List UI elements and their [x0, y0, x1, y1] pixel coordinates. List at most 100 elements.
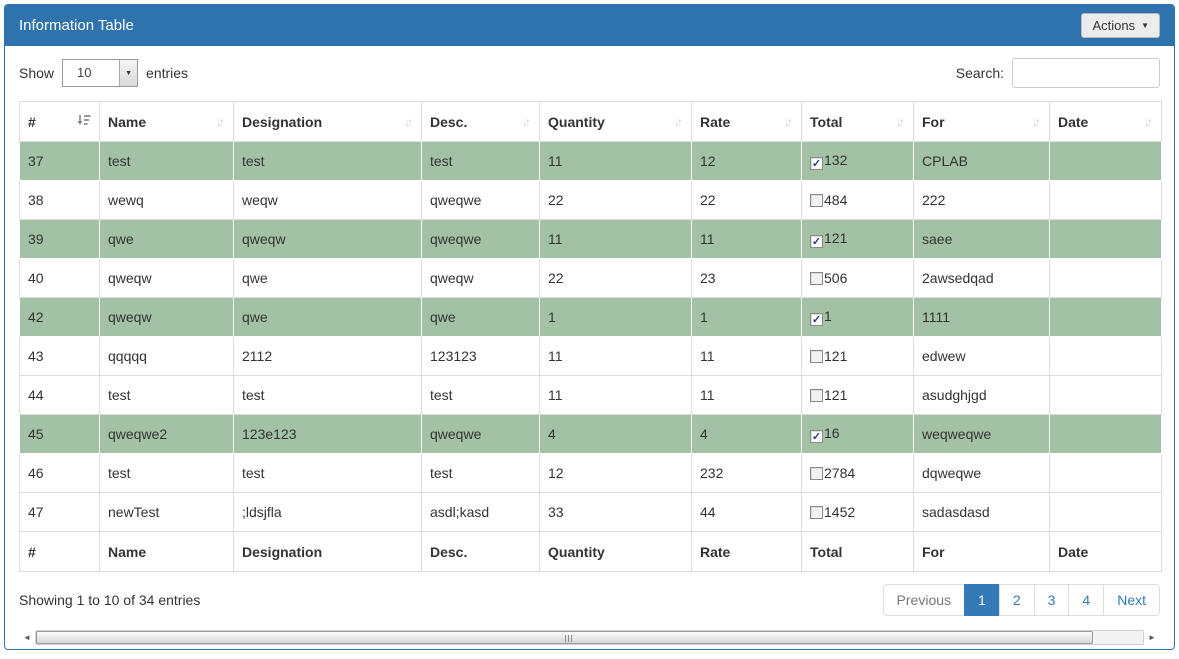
pagination-next[interactable]: Next [1103, 584, 1160, 616]
table-row[interactable]: 40 qweqw qwe qweqw 22 23 506 2awsedqad [19, 258, 1162, 298]
total-checkbox[interactable] [810, 467, 823, 480]
total-checkbox[interactable]: ✓ [810, 235, 823, 248]
table-row[interactable]: 39 qwe qweqw qweqwe 11 11 ✓ 121 saee [19, 219, 1162, 259]
total-checkbox[interactable]: ✓ [810, 157, 823, 170]
pagination-previous[interactable]: Previous [882, 584, 966, 616]
cell-for: 2awsedqad [913, 258, 1050, 298]
panel-body: Show 10 ▼ entries Search: # Name ↓↑ Designa… [5, 46, 1174, 649]
panel-heading: Information Table Actions ▼ [5, 5, 1174, 46]
cell-name: qqqqq [99, 336, 234, 376]
cell-rate: 232 [691, 453, 802, 493]
actions-button[interactable]: Actions ▼ [1081, 13, 1160, 38]
cell-name: test [99, 453, 234, 493]
cell-desc: test [421, 453, 540, 493]
footer-column-rate: Rate [691, 531, 802, 572]
total-value: 121 [824, 230, 848, 246]
column-header-date[interactable]: Date ↓↑ [1049, 101, 1162, 142]
sort-both-icon: ↓↑ [674, 114, 683, 129]
total-checkbox[interactable] [810, 350, 823, 363]
cell-designation: qwe [233, 297, 422, 337]
table-row[interactable]: 47 newTest ;ldsjfla asdl;kasd 33 44 1452… [19, 492, 1162, 532]
entries-label: entries [146, 65, 189, 81]
cell-desc: qweqwe [421, 180, 540, 220]
footer-column-name: Name [99, 531, 234, 572]
table-row[interactable]: 43 qqqqq 2112 123123 11 11 121 edwew [19, 336, 1162, 376]
cell-total: 2784 [801, 453, 914, 493]
column-header-total[interactable]: Total ↓↑ [801, 101, 914, 142]
column-label: Desc. [430, 113, 468, 130]
cell-for: sadasdasd [913, 492, 1050, 532]
cell-desc: 123123 [421, 336, 540, 376]
cell-for: weqweqwe [913, 414, 1050, 454]
search-input[interactable] [1012, 58, 1160, 88]
column-label: # [28, 113, 36, 130]
column-header-num[interactable]: # [19, 101, 100, 142]
column-label: Date [1058, 113, 1089, 130]
cell-rate: 12 [691, 141, 802, 181]
cell-designation: weqw [233, 180, 422, 220]
pagination-page-4[interactable]: 4 [1068, 584, 1105, 616]
footer-column-date: Date [1049, 531, 1162, 572]
total-checkbox[interactable] [810, 389, 823, 402]
column-label: Quantity [548, 113, 605, 130]
total-checkbox[interactable] [810, 194, 823, 207]
footer-row: # Name Designation Desc. Quantity Rate Total Fo… [19, 531, 1162, 572]
table-row[interactable]: 37 test test test 11 12 ✓ 132 CPLAB [19, 141, 1162, 181]
total-checkbox[interactable]: ✓ [810, 313, 823, 326]
pagination-page-1[interactable]: 1 [964, 584, 1000, 616]
cell-desc: test [421, 375, 540, 415]
cell-date [1049, 453, 1162, 493]
entries-select-value: 10 [77, 65, 92, 80]
scrollbar-thumb[interactable] [36, 631, 1094, 644]
scroll-left-arrow-icon[interactable]: ◄ [23, 633, 31, 642]
cell-desc: test [421, 141, 540, 181]
table-row[interactable]: 46 test test test 12 232 2784 dqweqwe [19, 453, 1162, 493]
cell-total: 1452 [801, 492, 914, 532]
column-header-quantity[interactable]: Quantity ↓↑ [539, 101, 692, 142]
horizontal-scrollbar[interactable]: ◄ ► [19, 630, 1160, 645]
search-control: Search: [956, 58, 1160, 88]
footer-column-quantity: Quantity [539, 531, 692, 572]
total-value: 16 [824, 425, 840, 441]
table-row[interactable]: 38 wewq weqw qweqwe 22 22 484 222 [19, 180, 1162, 220]
cell-total: 121 [801, 336, 914, 376]
scroll-right-arrow-icon[interactable]: ► [1148, 633, 1156, 642]
cell-date [1049, 336, 1162, 376]
column-header-desc[interactable]: Desc. ↓↑ [421, 101, 540, 142]
total-checkbox[interactable] [810, 506, 823, 519]
entries-select[interactable]: 10 ▼ [62, 59, 139, 87]
total-checkbox[interactable] [810, 272, 823, 285]
cell-desc: qweqwe [421, 219, 540, 259]
total-value: 132 [824, 152, 848, 168]
sort-both-icon: ↓↑ [896, 114, 905, 129]
cell-desc: asdl;kasd [421, 492, 540, 532]
table-row[interactable]: 45 qweqwe2 123e123 qweqwe 4 4 ✓ 16 weqweq… [19, 414, 1162, 454]
cell-desc: qwe [421, 297, 540, 337]
total-checkbox[interactable]: ✓ [810, 430, 823, 443]
pagination-page-3[interactable]: 3 [1033, 584, 1070, 616]
cell-rate: 22 [691, 180, 802, 220]
sort-both-icon: ↓↑ [784, 114, 793, 129]
table-row[interactable]: 44 test test test 11 11 121 asudghjgd [19, 375, 1162, 415]
cell-rate: 11 [691, 336, 802, 376]
table-footer: # Name Designation Desc. Quantity Rate Total Fo… [19, 531, 1162, 572]
cell-quantity: 11 [539, 375, 692, 415]
entries-info: Showing 1 to 10 of 34 entries [19, 592, 201, 608]
caret-down-icon: ▼ [1141, 21, 1149, 30]
table-controls: Show 10 ▼ entries Search: [19, 58, 1160, 88]
scrollbar-track[interactable] [35, 630, 1144, 645]
table-row[interactable]: 42 qweqw qwe qwe 1 1 ✓ 1 1111 [19, 297, 1162, 337]
column-header-rate[interactable]: Rate ↓↑ [691, 101, 802, 142]
column-header-for[interactable]: For ↓↑ [913, 101, 1050, 142]
cell-quantity: 22 [539, 258, 692, 298]
column-header-name[interactable]: Name ↓↑ [99, 101, 234, 142]
cell-name: qweqw [99, 297, 234, 337]
column-label: Rate [700, 113, 731, 130]
cell-designation: ;ldsjfla [233, 492, 422, 532]
cell-name: newTest [99, 492, 234, 532]
cell-for: 222 [913, 180, 1050, 220]
pagination-page-2[interactable]: 2 [998, 584, 1035, 616]
total-value: 484 [824, 192, 848, 208]
select-dropdown-arrow-icon[interactable]: ▼ [119, 60, 138, 86]
column-header-designation[interactable]: Designation ↓↑ [233, 101, 422, 142]
